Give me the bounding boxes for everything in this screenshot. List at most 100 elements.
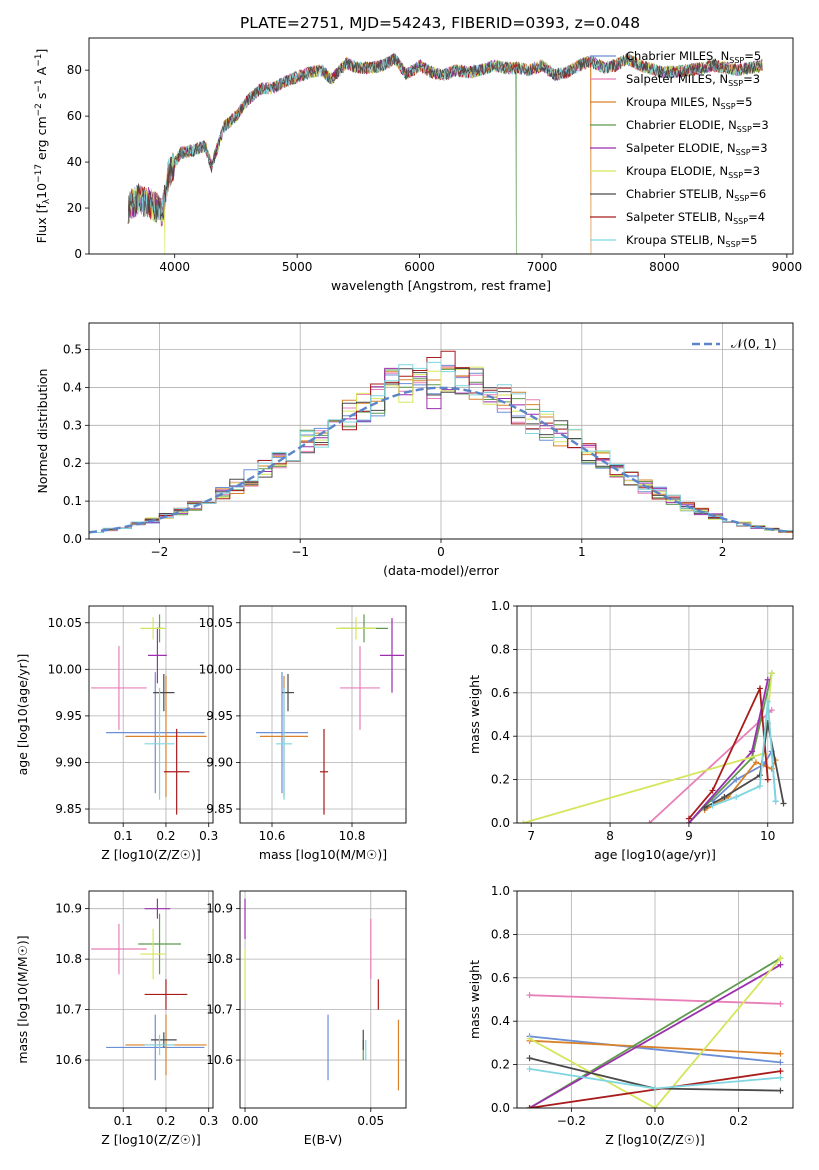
x-tick-label: 6000 (404, 260, 435, 274)
y-tick-label: 10.6 (55, 1053, 82, 1067)
x-tick-label: 4000 (159, 260, 190, 274)
y-tick-label: 60 (67, 109, 82, 123)
massweight-vs-Z-lines (526, 955, 784, 1108)
spectrum-xlabel: wavelength [Angstrom, rest frame] (331, 278, 551, 293)
massweight-marker (772, 798, 779, 805)
x-tick-label: 0.00 (232, 1114, 259, 1128)
age-vs-mass-frame (239, 605, 407, 824)
massweight-marker (777, 1068, 784, 1075)
y-tick-label: 0.1 (63, 494, 82, 508)
x-tick-label: 8 (606, 829, 614, 843)
y-tick-label: 0.0 (491, 816, 510, 830)
errorbar-point (144, 979, 188, 1010)
massweight-vs-Z-xlabel: Z [log10(Z/Z☉)] (605, 1132, 705, 1147)
errorbar-point (138, 913, 181, 975)
massweight-marker (733, 776, 740, 783)
mass-vs-Z-xlabel: Z [log10(Z/Z☉)] (101, 1132, 201, 1147)
errorbar-point (125, 675, 207, 797)
histogram-8 (89, 361, 793, 539)
errorbar-point (140, 617, 166, 640)
legend-label: Kroupa ELODIE, NSSP=3 (626, 164, 760, 180)
massweight-marker (526, 1065, 533, 1072)
residuals-axes: −2 −1 0 1 2 0.0 0.1 0.2 0.3 0.4 0.5 (63, 323, 793, 559)
mass-vs-EBV-xlabel: E(B-V) (304, 1132, 343, 1147)
y-tick-label: 10.00 (48, 662, 82, 676)
massweight-line-5 (523, 673, 773, 823)
massweight-vs-age-ylabel: mass weight (467, 675, 482, 754)
massweight-line-4 (529, 964, 781, 1108)
massweight-vs-Z-axes: −0.2 0.0 0.2 0.0 0.2 0.4 0.6 0.8 1.0 (491, 884, 793, 1128)
age-vs-Z-ylabel: age [log10(age/yr)] (15, 654, 30, 776)
y-tick-label: 0.0 (491, 1101, 510, 1115)
age-vs-mass-axes: 10.6 10.8 9.85 9.90 9.95 10.00 10.05 (199, 606, 406, 843)
massweight-marker (777, 1059, 784, 1066)
mass-vs-Z-frame (88, 890, 214, 1109)
legend-label: Salpeter ELODIE, NSSP=3 (626, 141, 768, 157)
legend-label: Salpeter STELIB, NSSP=4 (626, 210, 765, 226)
legend-label: Salpeter MILES, NSSP=3 (626, 72, 760, 88)
x-tick-label: 10.6 (259, 829, 286, 843)
massweight-vs-age-axes: 7 8 9 10 0.0 0.2 0.4 0.6 0.8 1.0 (491, 599, 793, 843)
massweight-marker (701, 804, 708, 811)
residuals-legend-label: 𝒩(0, 1) (731, 336, 777, 351)
age-vs-mass-xlabel: mass [log10(M/M☉)] (259, 847, 387, 862)
massweight-line-0 (529, 1035, 781, 1064)
massweight-vs-Z-frame (516, 890, 794, 1109)
massweight-line-5 (529, 957, 782, 1108)
x-tick-label: 9000 (772, 260, 803, 274)
massweight-marker (709, 787, 716, 794)
residuals-frame (88, 322, 794, 540)
y-tick-label: 0.8 (491, 642, 510, 656)
legend-label: Kroupa STELIB, NSSP=5 (626, 233, 757, 249)
massweight-marker (652, 1105, 658, 1108)
y-tick-label: 10.9 (206, 902, 233, 916)
x-tick-label: 0.05 (357, 1114, 384, 1128)
legend-label: Chabrier STELIB, NSSP=6 (626, 187, 766, 203)
y-tick-label: 0.3 (63, 418, 82, 432)
massweight-line-3 (529, 957, 781, 1108)
errorbar-point (91, 923, 147, 975)
massweight-marker (777, 961, 784, 968)
errorbar-point (140, 928, 166, 980)
x-tick-label: 0.2 (156, 1114, 175, 1128)
figure-title: PLATE=2751, MJD=54243, FIBERID=0393, z=0… (240, 14, 640, 32)
y-tick-label: 9.85 (206, 802, 233, 816)
y-tick-label: 10.05 (199, 616, 233, 630)
y-tick-label: 9.95 (55, 709, 82, 723)
legend-label: Chabrier ELODIE, NSSP=3 (626, 118, 769, 134)
massweight-marker (780, 800, 787, 807)
residual-histograms (89, 350, 793, 539)
massweight-marker (652, 1085, 658, 1092)
age-vs-Z-frame (88, 605, 214, 824)
massweight-marker (768, 670, 775, 677)
mass-vs-Z-ylabel: mass [log10(M/M☉)] (15, 935, 30, 1063)
x-tick-label: 0 (437, 545, 445, 559)
errorbar-point (336, 617, 376, 640)
massweight-marker (685, 815, 692, 822)
errorbar-point (163, 728, 190, 815)
legend-label: Kroupa MILES, NSSP=5 (626, 95, 752, 111)
mass-vs-EBV-frame (239, 890, 407, 1109)
massweight-marker (756, 783, 763, 790)
massweight-marker (526, 1055, 533, 1062)
y-tick-label: 0.2 (491, 773, 510, 787)
x-tick-label: 2 (719, 545, 727, 559)
spectrum-frame (88, 37, 794, 255)
massweight-marker (777, 1087, 784, 1094)
errorbar-point (276, 687, 292, 800)
y-tick-label: 10.00 (199, 662, 233, 676)
y-tick-label: 0.5 (63, 343, 82, 357)
y-tick-label: 0.4 (491, 1014, 510, 1028)
y-tick-label: 1.0 (491, 884, 510, 898)
y-tick-label: 0 (74, 247, 82, 261)
y-tick-label: 10.05 (48, 616, 82, 630)
y-tick-label: 9.95 (206, 709, 233, 723)
errorbar-point (91, 646, 147, 730)
massweight-marker (777, 1074, 784, 1081)
massweight-marker (520, 820, 527, 823)
massweight-marker (733, 793, 740, 800)
massweight-marker (748, 748, 755, 755)
massweight-marker (764, 776, 771, 783)
y-tick-label: 40 (67, 155, 82, 169)
